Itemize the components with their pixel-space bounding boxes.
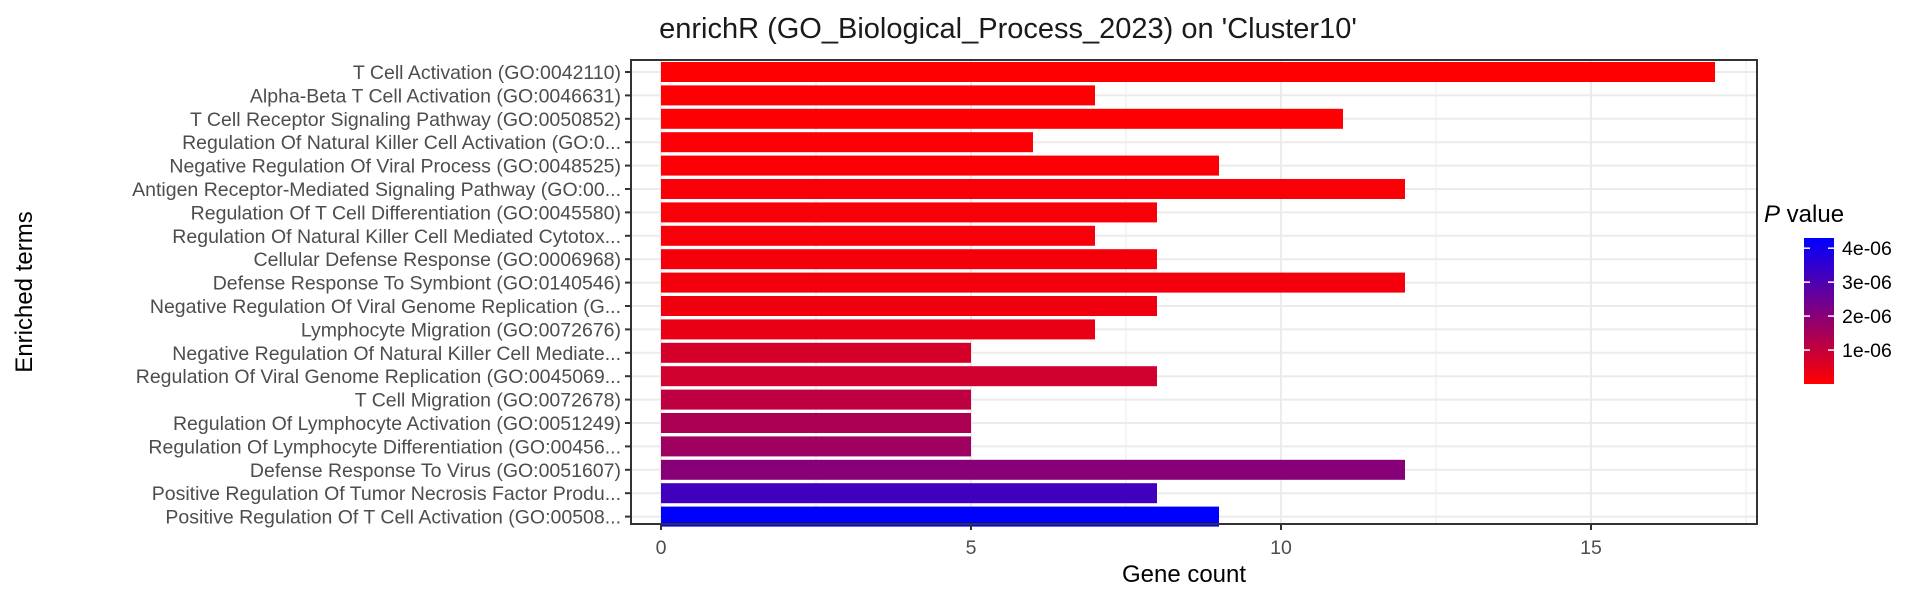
bar [661, 483, 1157, 504]
bar [661, 319, 1095, 340]
legend-label: 3e-06 [1842, 272, 1892, 294]
x-tick-label: 0 [656, 537, 667, 559]
bar-layer [661, 62, 1715, 527]
y-tick-label: Alpha-Beta T Cell Activation (GO:0046631… [250, 85, 621, 107]
bar [661, 272, 1405, 293]
bar [661, 342, 971, 363]
legend-title-rest: value [1780, 201, 1844, 228]
y-tick-label: Negative Regulation Of Natural Killer Ce… [172, 343, 621, 365]
x-tick-labels: 0 5 10 15 [656, 524, 1602, 559]
y-tick-label: Negative Regulation Of Viral Genome Repl… [150, 296, 621, 318]
bar [661, 155, 1219, 176]
y-tick-label: Defense Response To Virus (GO:0051607) [250, 460, 621, 482]
bar [661, 413, 971, 433]
bar [661, 389, 971, 410]
bar [661, 366, 1157, 387]
legend-label: 2e-06 [1842, 306, 1892, 328]
y-tick-label: Regulation Of Lymphocyte Differentiation… [148, 436, 621, 458]
legend-title: P value [1764, 201, 1844, 228]
y-tick-label: Regulation Of Viral Genome Replication (… [136, 366, 621, 388]
y-tick-label: Positive Regulation Of T Cell Activation… [165, 507, 621, 529]
bar [661, 506, 1219, 527]
y-tick-label: Negative Regulation Of Viral Process (GO… [169, 156, 621, 178]
bar [661, 85, 1095, 106]
y-tick-label: Cellular Defense Response (GO:0006968) [254, 249, 621, 271]
bar [661, 436, 971, 457]
bar [661, 132, 1033, 153]
x-axis-title: Gene count [1122, 561, 1246, 588]
legend-ticks: 4e-06 3e-06 2e-06 1e-06 [1804, 238, 1892, 362]
y-tick-labels: T Cell Activation (GO:0042110)Alpha-Beta… [132, 62, 631, 529]
y-tick-label: T Cell Migration (GO:0072678) [355, 390, 621, 412]
bar [661, 459, 1405, 480]
legend-colorbar [1804, 238, 1834, 384]
y-tick-label: Regulation Of Natural Killer Cell Activa… [182, 132, 621, 154]
bar [661, 108, 1343, 129]
y-axis-title: Enriched terms [11, 211, 38, 372]
bar [661, 225, 1095, 246]
panel-border [630, 59, 1758, 525]
x-tick-label: 10 [1270, 537, 1292, 559]
y-tick-label: Regulation Of T Cell Differentiation (GO… [191, 202, 621, 224]
legend-label: 1e-06 [1842, 340, 1892, 362]
y-tick-label: Lymphocyte Migration (GO:0072676) [301, 319, 621, 341]
chart-title: enrichR (GO_Biological_Process_2023) on … [659, 13, 1357, 45]
legend-label: 4e-06 [1842, 238, 1892, 260]
x-tick-label: 15 [1580, 537, 1602, 559]
y-tick-label: T Cell Receptor Signaling Pathway (GO:00… [190, 109, 621, 131]
x-tick-label: 5 [966, 537, 977, 559]
legend-title-italic: P [1764, 201, 1780, 228]
legend: P value 4e-06 3e-06 2e-06 1e-06 [1764, 201, 1892, 384]
bar [661, 296, 1157, 316]
y-tick-label: Positive Regulation Of Tumor Necrosis Fa… [152, 483, 621, 505]
bar [661, 179, 1405, 199]
bar [661, 62, 1715, 82]
y-tick-label: T Cell Activation (GO:0042110) [353, 62, 621, 84]
bar [661, 249, 1157, 270]
y-tick-label: Defense Response To Symbiont (GO:0140546… [213, 273, 621, 295]
y-tick-label: Regulation Of Lymphocyte Activation (GO:… [173, 413, 621, 435]
bar [661, 202, 1157, 223]
y-tick-label: Regulation Of Natural Killer Cell Mediat… [172, 226, 621, 248]
y-tick-label: Antigen Receptor-Mediated Signaling Path… [132, 179, 621, 201]
